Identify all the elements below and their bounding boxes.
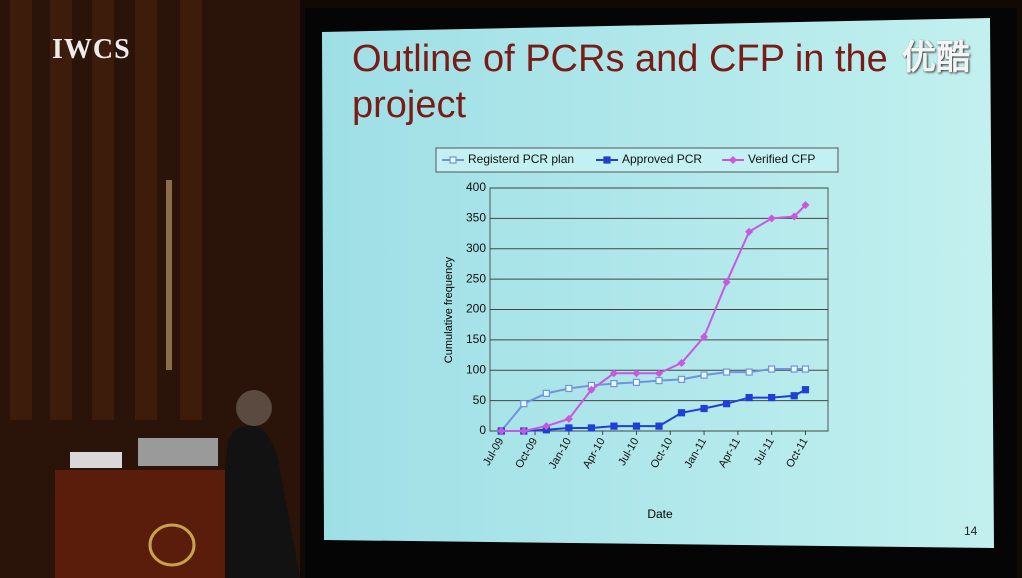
y-tick-label: 200: [466, 302, 486, 316]
papers: [70, 452, 122, 468]
legend-marker: [449, 156, 457, 164]
data-point: [745, 227, 754, 236]
data-point: [722, 278, 731, 287]
data-point: [542, 422, 551, 431]
data-point: [542, 389, 550, 397]
data-point: [655, 376, 663, 385]
data-point: [519, 427, 528, 435]
data-point: [565, 384, 573, 393]
data-point: [632, 422, 641, 430]
data-point: [655, 422, 663, 430]
y-tick-label: 400: [466, 180, 486, 194]
legend-label: Registerd PCR plan: [468, 152, 574, 166]
data-point: [632, 369, 641, 378]
data-point: [587, 385, 596, 394]
watermark: 优酷: [902, 38, 970, 78]
y-tick-label: 250: [466, 271, 486, 285]
y-axis-title: Cumulative frequency: [443, 256, 455, 363]
data-point: [609, 369, 618, 378]
data-point: [677, 375, 686, 383]
data-point: [610, 422, 618, 430]
y-tick-label: 100: [466, 362, 486, 376]
data-point: [677, 358, 686, 367]
data-point: [745, 368, 753, 376]
legend-marker: [729, 156, 737, 164]
data-point: [655, 369, 663, 378]
data-point: [801, 365, 810, 373]
y-tick-label: 350: [466, 211, 486, 225]
speaker-head: [236, 390, 272, 426]
data-point: [677, 409, 686, 417]
data-point: [497, 427, 506, 435]
data-point: [565, 424, 573, 432]
y-tick-label: 300: [466, 241, 486, 255]
data-point: [801, 386, 810, 394]
legend-label: Approved PCR: [622, 152, 702, 166]
slide-title: Outline of PCRs and CFP in the project: [352, 38, 888, 126]
data-point: [610, 380, 618, 388]
legend-marker: [603, 156, 611, 164]
podium-emblem: [148, 523, 196, 567]
data-point: [722, 368, 731, 376]
data-point: [564, 414, 573, 423]
data-point: [801, 201, 810, 210]
wall-panels: [10, 0, 202, 420]
data-point: [632, 378, 641, 386]
x-axis-title: Date: [647, 507, 673, 521]
legend-label: Verified CFP: [748, 152, 815, 166]
logo: IWCS: [52, 34, 131, 65]
data-point: [790, 212, 799, 221]
data-point: [790, 365, 798, 373]
speaker: [225, 425, 300, 578]
legend: [435, 147, 839, 173]
data-point: [700, 404, 708, 413]
laptop: [138, 438, 218, 466]
data-point: [587, 424, 596, 432]
data-point: [768, 393, 776, 402]
pole: [166, 180, 172, 370]
y-tick-label: 150: [466, 332, 486, 346]
data-point: [745, 393, 753, 402]
data-point: [722, 400, 731, 408]
y-tick-label: 50: [473, 393, 487, 407]
data-point: [700, 371, 708, 379]
y-tick-label: 0: [479, 423, 486, 437]
data-point: [768, 365, 776, 373]
data-point: [790, 392, 798, 400]
data-point: [767, 214, 776, 223]
page-number: 14: [964, 524, 978, 538]
data-point: [700, 332, 709, 341]
data-point: [520, 400, 528, 408]
